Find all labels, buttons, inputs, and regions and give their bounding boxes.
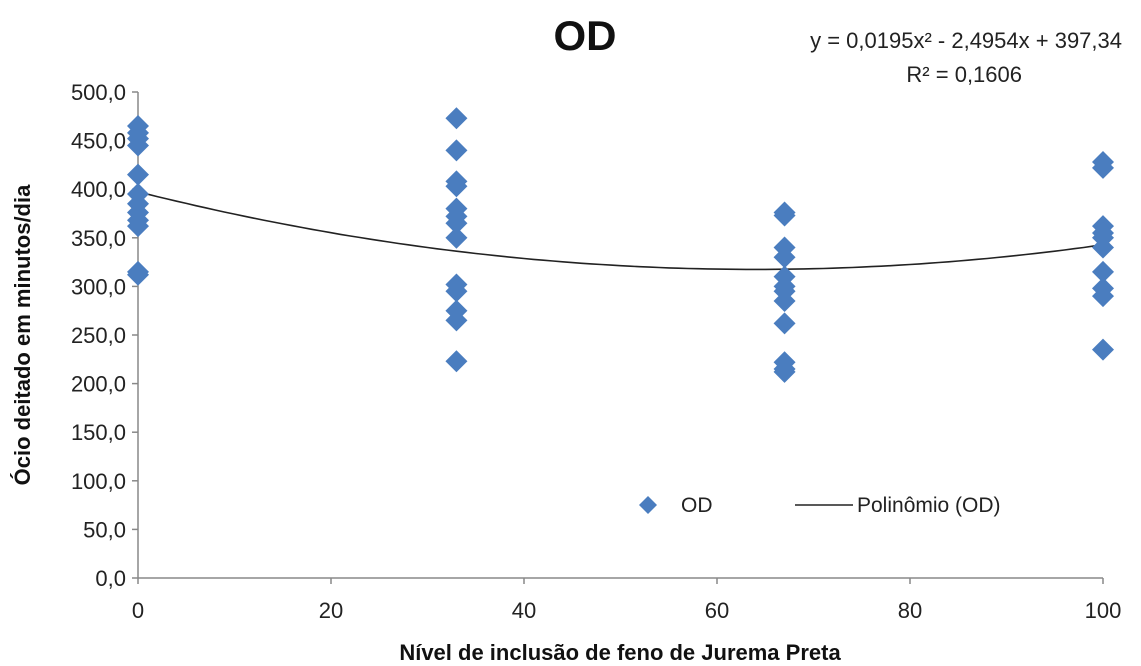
legend-marker-diamond: [639, 496, 657, 514]
data-points: [127, 107, 1114, 383]
data-point: [773, 246, 796, 269]
legend-label-od: OD: [681, 494, 713, 517]
y-ticks: 0,0 50,0 100,0 150,0 200,0 250,0 300,0 350,0 400…: [71, 80, 138, 591]
x-tick-label: 0: [132, 598, 144, 623]
data-point: [445, 226, 468, 249]
y-tick-label: 250,0: [71, 323, 126, 348]
y-tick-label: 150,0: [71, 420, 126, 445]
legend-label-polinomio: Polinômio (OD): [857, 494, 1001, 517]
y-axis-title: Ócio deitado em minutos/dia: [10, 184, 35, 485]
data-point: [127, 134, 149, 157]
y-tick-label: 400,0: [71, 177, 126, 202]
chart-title: OD: [554, 12, 617, 59]
data-point: [127, 215, 149, 238]
data-point: [445, 175, 468, 198]
data-point: [1092, 285, 1114, 308]
data-point: [1092, 156, 1114, 179]
data-point: [773, 289, 796, 312]
data-point: [127, 163, 149, 186]
data-point: [1092, 338, 1114, 361]
data-point: [773, 312, 796, 335]
x-tick-label: 20: [319, 598, 343, 623]
data-point: [445, 107, 468, 130]
x-tick-label: 40: [512, 598, 536, 623]
y-tick-label: 300,0: [71, 274, 126, 299]
data-point: [773, 360, 796, 383]
y-tick-label: 50,0: [83, 517, 126, 542]
y-tick-label: 350,0: [71, 226, 126, 251]
data-point: [773, 204, 796, 227]
y-tick-label: 450,0: [71, 129, 126, 154]
x-axis-title: Nível de inclusão de feno de Jurema Pret…: [399, 640, 841, 665]
trendline-equation: y = 0,0195x² - 2,4954x + 397,34: [810, 28, 1122, 53]
data-point: [1092, 236, 1114, 259]
x-ticks: 0 20 40 60 80 100: [132, 578, 1121, 623]
y-tick-label: 0,0: [95, 566, 126, 591]
x-tick-label: 80: [898, 598, 922, 623]
y-tick-label: 100,0: [71, 469, 126, 494]
data-point: [445, 212, 468, 235]
y-tick-label: 500,0: [71, 80, 126, 105]
data-point: [445, 280, 468, 303]
legend: OD Polinômio (OD): [639, 494, 1001, 517]
data-point: [445, 350, 468, 373]
data-point: [1092, 260, 1114, 283]
r-squared-label: R² = 0,1606: [906, 62, 1022, 87]
trendline-curve: [137, 191, 1104, 271]
y-tick-label: 200,0: [71, 372, 126, 397]
data-point: [445, 309, 468, 332]
data-point: [127, 263, 149, 286]
data-point: [445, 139, 468, 162]
x-tick-label: 100: [1085, 598, 1122, 623]
x-tick-label: 60: [705, 598, 729, 623]
